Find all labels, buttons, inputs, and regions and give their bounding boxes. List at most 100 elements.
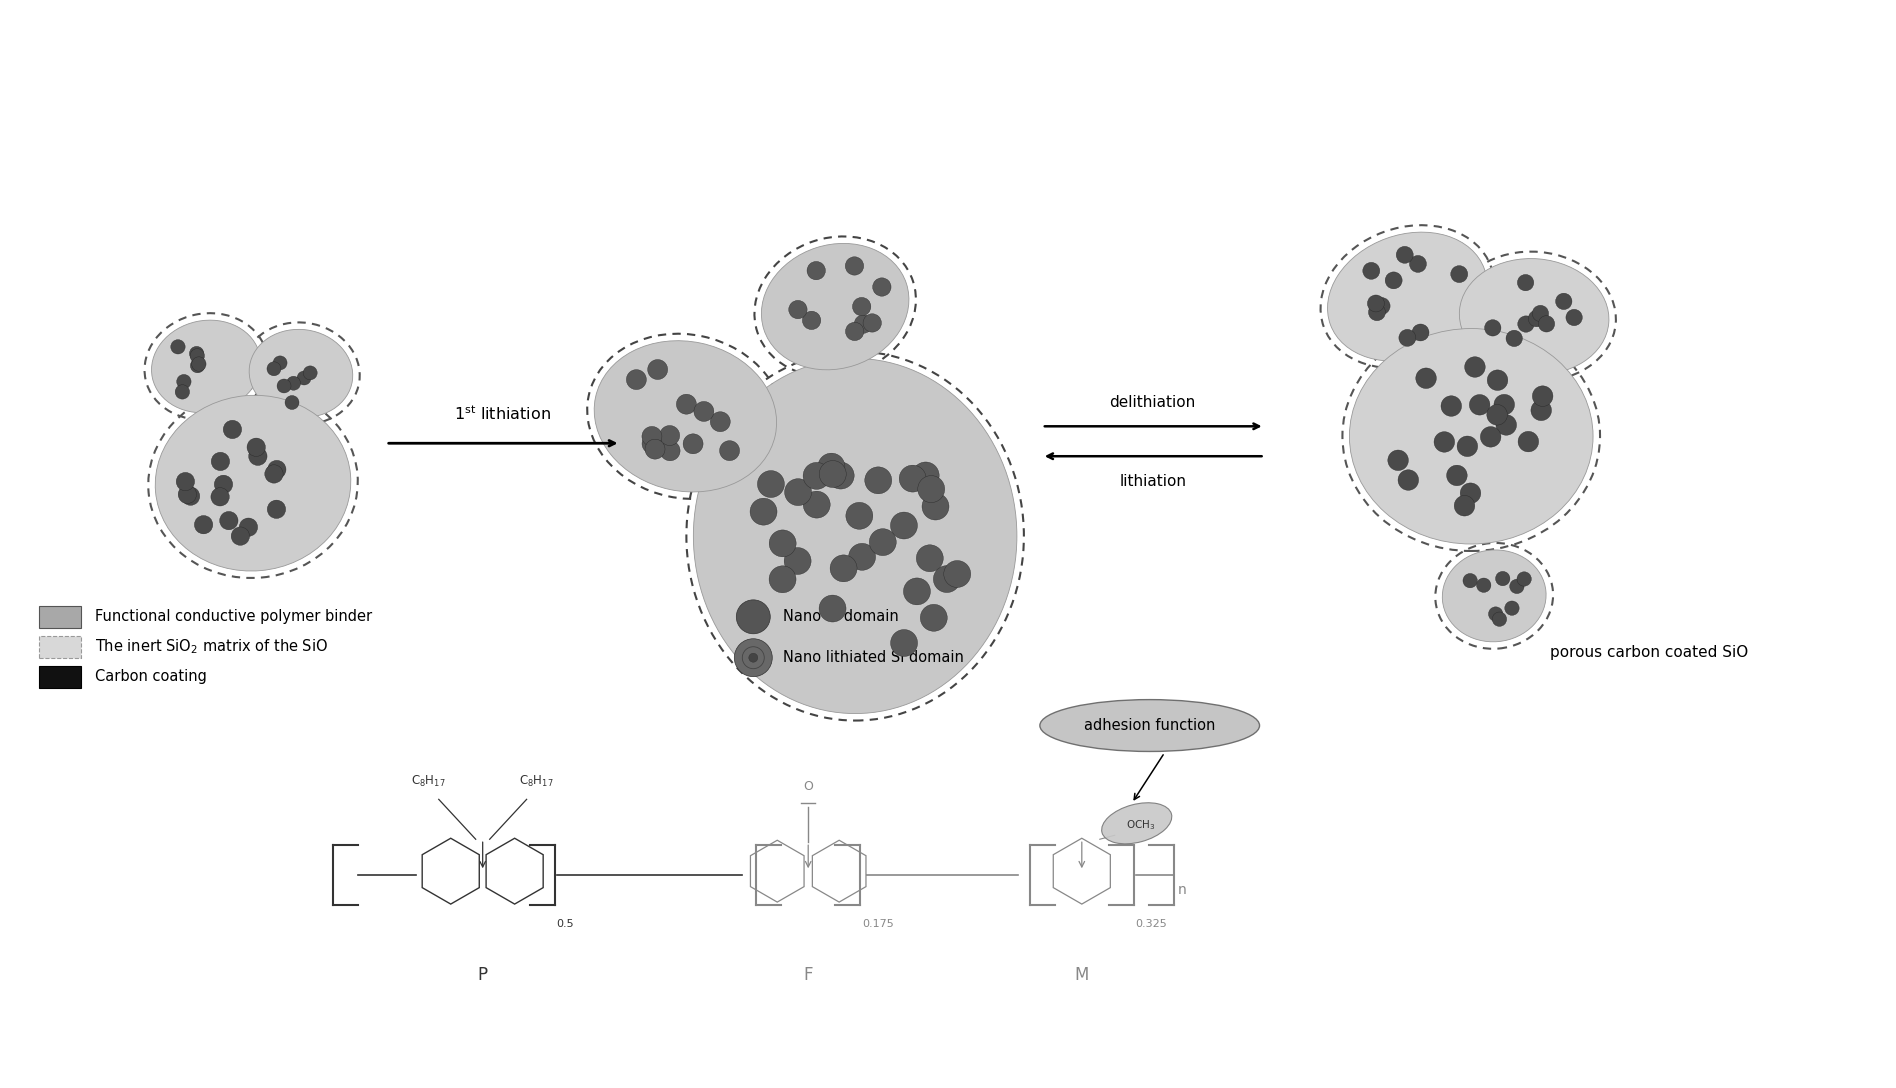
Circle shape — [921, 493, 950, 520]
Circle shape — [853, 314, 872, 333]
Circle shape — [868, 529, 897, 556]
Circle shape — [1367, 295, 1384, 312]
Circle shape — [933, 566, 961, 593]
Text: lithiation: lithiation — [1119, 474, 1187, 490]
Circle shape — [1413, 324, 1430, 341]
Circle shape — [916, 545, 944, 571]
Circle shape — [1447, 466, 1468, 485]
Circle shape — [1555, 293, 1572, 310]
Circle shape — [785, 479, 811, 506]
Circle shape — [176, 472, 195, 491]
Text: M: M — [1075, 966, 1088, 984]
Circle shape — [176, 374, 191, 388]
Text: adhesion function: adhesion function — [1085, 718, 1215, 733]
Circle shape — [643, 434, 662, 454]
Circle shape — [182, 487, 199, 505]
Circle shape — [1399, 330, 1416, 346]
Circle shape — [1464, 573, 1477, 588]
Circle shape — [1409, 256, 1426, 272]
Text: OCH$_3$: OCH$_3$ — [1126, 818, 1155, 832]
Text: C$_8$H$_{17}$: C$_8$H$_{17}$ — [520, 775, 554, 790]
Text: 0.5: 0.5 — [557, 919, 574, 929]
Circle shape — [1538, 316, 1555, 332]
Circle shape — [1532, 386, 1553, 407]
Ellipse shape — [762, 244, 908, 370]
Ellipse shape — [248, 330, 353, 418]
Text: delithiation: delithiation — [1109, 395, 1196, 410]
Circle shape — [1373, 297, 1390, 314]
Circle shape — [174, 385, 190, 399]
Circle shape — [1388, 450, 1409, 471]
Circle shape — [1505, 331, 1522, 347]
Circle shape — [265, 465, 283, 483]
Circle shape — [846, 257, 865, 275]
Circle shape — [1505, 601, 1519, 616]
Circle shape — [912, 462, 939, 489]
Circle shape — [267, 500, 286, 519]
Circle shape — [804, 462, 830, 490]
Circle shape — [214, 475, 233, 494]
Circle shape — [303, 366, 317, 380]
Ellipse shape — [1327, 232, 1486, 361]
Ellipse shape — [1102, 803, 1172, 844]
Circle shape — [1509, 579, 1524, 594]
Circle shape — [694, 401, 715, 421]
Circle shape — [1530, 400, 1551, 421]
Circle shape — [920, 604, 948, 631]
Circle shape — [734, 639, 772, 677]
Circle shape — [677, 394, 696, 415]
Circle shape — [210, 487, 229, 506]
Circle shape — [1488, 607, 1504, 621]
Circle shape — [720, 441, 739, 460]
Circle shape — [224, 420, 241, 438]
Circle shape — [298, 371, 311, 385]
Text: 0.175: 0.175 — [863, 919, 893, 929]
Circle shape — [645, 440, 665, 459]
Circle shape — [944, 560, 971, 588]
Circle shape — [849, 543, 876, 570]
Circle shape — [1486, 405, 1507, 425]
Circle shape — [770, 530, 796, 557]
Circle shape — [1464, 357, 1485, 378]
Circle shape — [808, 261, 825, 280]
Circle shape — [1494, 394, 1515, 415]
Circle shape — [284, 396, 300, 409]
Ellipse shape — [694, 358, 1016, 714]
Circle shape — [757, 471, 785, 497]
Circle shape — [1441, 396, 1462, 417]
Circle shape — [190, 346, 203, 361]
Circle shape — [1532, 306, 1549, 322]
Circle shape — [863, 313, 882, 332]
Text: P: P — [478, 966, 487, 984]
Text: 0.325: 0.325 — [1136, 919, 1168, 929]
Circle shape — [1519, 431, 1540, 452]
Circle shape — [736, 599, 770, 634]
Circle shape — [660, 441, 681, 461]
Text: Nano lithiated Si domain: Nano lithiated Si domain — [783, 651, 965, 665]
Circle shape — [819, 595, 846, 622]
Circle shape — [789, 300, 808, 319]
Text: Carbon coating: Carbon coating — [95, 669, 207, 684]
Circle shape — [899, 466, 925, 492]
Circle shape — [865, 467, 891, 494]
Circle shape — [273, 356, 286, 370]
Circle shape — [891, 512, 918, 539]
Circle shape — [827, 462, 855, 489]
Circle shape — [1477, 578, 1490, 592]
Circle shape — [1460, 483, 1481, 504]
Text: 1$^{\rm st}$ lithiation: 1$^{\rm st}$ lithiation — [455, 405, 552, 423]
Ellipse shape — [593, 341, 777, 492]
Circle shape — [267, 362, 281, 375]
Circle shape — [1485, 320, 1502, 336]
Circle shape — [660, 425, 679, 445]
Ellipse shape — [1039, 700, 1259, 752]
Circle shape — [749, 653, 758, 663]
Circle shape — [804, 491, 830, 518]
FancyBboxPatch shape — [40, 666, 82, 688]
Text: O: O — [804, 780, 813, 793]
Text: The inert SiO$_2$ matrix of the SiO: The inert SiO$_2$ matrix of the SiO — [95, 638, 328, 656]
Circle shape — [210, 453, 229, 471]
Polygon shape — [811, 840, 866, 902]
Circle shape — [1528, 310, 1545, 326]
Circle shape — [1496, 571, 1509, 585]
